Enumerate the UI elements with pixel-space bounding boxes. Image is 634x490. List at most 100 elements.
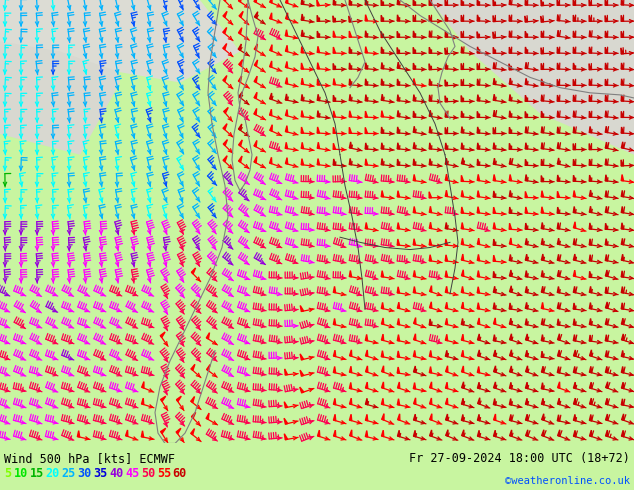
Polygon shape — [269, 61, 272, 68]
Polygon shape — [477, 79, 479, 85]
Polygon shape — [462, 238, 463, 245]
Polygon shape — [317, 15, 320, 21]
Polygon shape — [621, 350, 624, 357]
Polygon shape — [590, 302, 592, 309]
Polygon shape — [381, 111, 384, 117]
Polygon shape — [477, 334, 480, 341]
Polygon shape — [477, 270, 480, 277]
Polygon shape — [269, 13, 272, 19]
Polygon shape — [589, 144, 592, 149]
Text: 45: 45 — [125, 467, 139, 480]
Polygon shape — [509, 47, 512, 53]
Polygon shape — [446, 398, 448, 405]
Polygon shape — [462, 334, 463, 341]
Polygon shape — [349, 127, 351, 133]
Polygon shape — [223, 27, 227, 34]
Polygon shape — [525, 95, 527, 101]
Polygon shape — [621, 63, 624, 69]
Polygon shape — [223, 44, 227, 49]
Polygon shape — [573, 111, 576, 117]
Polygon shape — [605, 239, 607, 245]
Polygon shape — [413, 334, 416, 340]
Polygon shape — [206, 413, 209, 419]
Polygon shape — [301, 63, 304, 69]
Polygon shape — [413, 366, 416, 372]
Polygon shape — [366, 382, 368, 389]
Polygon shape — [541, 335, 543, 341]
Polygon shape — [365, 398, 368, 405]
Polygon shape — [590, 398, 592, 405]
Polygon shape — [429, 367, 432, 373]
Polygon shape — [573, 303, 576, 309]
Polygon shape — [557, 15, 560, 21]
Polygon shape — [333, 0, 335, 5]
Polygon shape — [477, 15, 479, 21]
Polygon shape — [365, 143, 368, 149]
Polygon shape — [365, 79, 368, 85]
Polygon shape — [589, 79, 592, 85]
Polygon shape — [462, 318, 463, 325]
Polygon shape — [510, 318, 512, 324]
Polygon shape — [413, 143, 416, 148]
Polygon shape — [589, 15, 592, 21]
Polygon shape — [557, 302, 560, 309]
Polygon shape — [493, 127, 496, 133]
Polygon shape — [333, 159, 335, 165]
Polygon shape — [349, 63, 351, 69]
Polygon shape — [541, 0, 543, 5]
Polygon shape — [0, 0, 120, 155]
Text: 15: 15 — [30, 467, 44, 480]
Polygon shape — [429, 192, 432, 198]
Polygon shape — [557, 158, 560, 164]
Polygon shape — [284, 418, 288, 424]
Polygon shape — [397, 48, 399, 53]
Polygon shape — [493, 255, 496, 261]
Polygon shape — [349, 382, 352, 389]
Polygon shape — [365, 95, 368, 101]
Polygon shape — [285, 125, 288, 132]
Polygon shape — [445, 255, 448, 261]
Polygon shape — [557, 222, 560, 229]
Polygon shape — [541, 207, 543, 213]
Polygon shape — [509, 398, 512, 405]
Polygon shape — [382, 318, 384, 324]
Polygon shape — [365, 15, 368, 21]
Polygon shape — [590, 382, 592, 389]
Polygon shape — [461, 175, 463, 181]
Polygon shape — [333, 350, 336, 357]
Polygon shape — [590, 318, 592, 325]
Polygon shape — [461, 79, 463, 85]
Polygon shape — [605, 126, 607, 133]
Polygon shape — [333, 127, 335, 133]
Polygon shape — [605, 302, 608, 308]
Polygon shape — [510, 334, 512, 340]
Polygon shape — [526, 270, 527, 277]
Polygon shape — [605, 270, 608, 276]
Polygon shape — [445, 80, 448, 86]
Polygon shape — [445, 190, 448, 196]
Polygon shape — [525, 207, 527, 213]
Polygon shape — [413, 414, 416, 420]
Polygon shape — [589, 111, 592, 117]
Polygon shape — [493, 191, 496, 197]
Polygon shape — [318, 430, 320, 437]
Polygon shape — [413, 126, 416, 133]
Polygon shape — [621, 191, 624, 196]
Polygon shape — [462, 143, 463, 149]
Polygon shape — [526, 302, 527, 309]
Polygon shape — [621, 95, 624, 101]
Polygon shape — [622, 414, 624, 420]
Polygon shape — [621, 223, 624, 229]
Polygon shape — [509, 191, 512, 196]
Polygon shape — [510, 366, 512, 372]
Polygon shape — [509, 111, 512, 117]
Polygon shape — [621, 430, 624, 437]
Polygon shape — [462, 350, 463, 357]
Polygon shape — [477, 430, 480, 437]
Polygon shape — [254, 92, 257, 98]
Polygon shape — [381, 47, 384, 53]
Polygon shape — [445, 286, 448, 293]
Polygon shape — [621, 399, 624, 405]
Polygon shape — [413, 31, 415, 37]
Polygon shape — [509, 158, 512, 165]
